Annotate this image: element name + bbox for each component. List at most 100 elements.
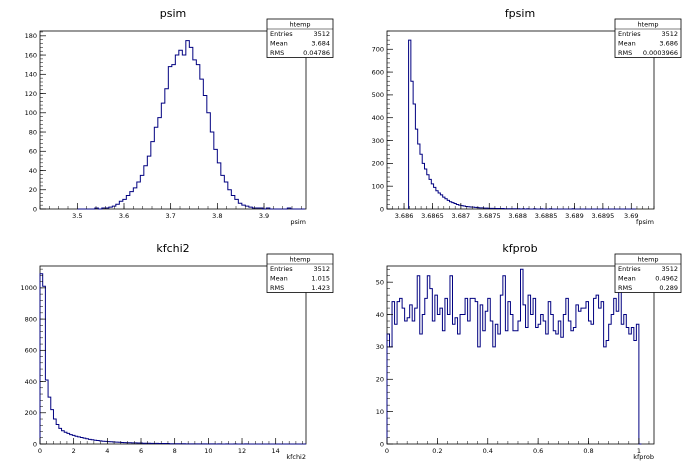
histogram-line	[386, 268, 642, 445]
y-tick-label: 600	[25, 347, 37, 355]
stats-key: Mean	[270, 40, 288, 48]
y-tick-label: 40	[376, 311, 384, 319]
stats-value: 1.015	[311, 275, 330, 283]
x-axis-label: fpsim	[636, 218, 654, 226]
y-tick-label: 600	[372, 68, 384, 76]
stats-key: RMS	[270, 284, 284, 292]
x-tick-label: 3.687	[452, 212, 471, 220]
histogram-line	[408, 39, 636, 210]
stats-value: 0.04786	[303, 49, 330, 57]
x-tick-label: 3.6865	[421, 212, 444, 220]
y-tick-label: 700	[372, 46, 384, 54]
x-tick-label: 2	[72, 447, 76, 455]
chart-panel-fpsim: fpsim 0 100 200 300 400 500 600 700 3.686 3.6865 3.…	[372, 7, 682, 226]
chart-panel-psim: psim 0 20 40 60 80 100 120 140 160 180 3.5 3.6 3.7 3.8…	[25, 7, 334, 226]
y-tick-label: 400	[25, 378, 37, 386]
y-tick-label: 40	[29, 167, 37, 175]
y-tick-label: 300	[372, 137, 384, 145]
x-tick-label: 4	[105, 447, 109, 455]
stats-box-frame	[266, 253, 334, 293]
y-tick-label: 20	[376, 376, 384, 384]
x-tick-label: 3.6	[119, 212, 129, 220]
stats-box-frame	[614, 18, 682, 58]
stats-value: 0.0003966	[643, 49, 678, 57]
x-tick-label: 0	[385, 447, 389, 455]
x-tick-label: 0.2	[432, 447, 442, 455]
y-tick-label: 80	[29, 128, 37, 136]
x-tick-label: 3.6895	[591, 212, 614, 220]
y-tick-label: 160	[25, 51, 37, 59]
stats-key: Entries	[270, 265, 293, 273]
y-tick-label: 0	[33, 440, 37, 448]
x-tick-label: 14	[272, 447, 280, 455]
y-tick-label: 200	[25, 409, 37, 417]
stats-value: 1.423	[311, 284, 330, 292]
y-tick-label: 400	[372, 114, 384, 122]
x-tick-label: 3.6875	[478, 212, 501, 220]
x-axis-label: psim	[290, 218, 306, 226]
x-tick-label: 3.688	[508, 212, 527, 220]
x-tick-label: 10	[204, 447, 212, 455]
y-tick-label: 140	[25, 71, 37, 79]
y-tick-label: 1000	[20, 284, 37, 292]
x-tick-label: 8	[173, 447, 177, 455]
y-tick-label: 180	[25, 32, 37, 40]
x-tick-label: 3.6885	[535, 212, 558, 220]
stats-header: htemp	[637, 21, 658, 29]
stats-box-frame	[266, 18, 334, 58]
stats-key: Mean	[618, 40, 636, 48]
x-tick-label: 12	[238, 447, 246, 455]
y-tick-label: 20	[29, 186, 37, 194]
stats-key: RMS	[618, 49, 632, 57]
chart-title: psim	[160, 7, 187, 20]
histogram-line	[39, 273, 306, 445]
chart-title: kfchi2	[156, 242, 189, 255]
chart-panel-kfchi2: kfchi2 0 200 400 600 800 1000 0 2 4 6 8 10 12 14 kfchi2…	[20, 242, 334, 461]
y-tick-label: 50	[376, 278, 384, 286]
x-tick-label: 3.7	[165, 212, 175, 220]
x-tick-label: 3.689	[565, 212, 584, 220]
stats-value: 3512	[313, 30, 330, 38]
y-tick-label: 60	[29, 148, 37, 156]
x-tick-label: 0	[38, 447, 42, 455]
x-tick-label: 3.8	[212, 212, 222, 220]
stats-key: Entries	[618, 265, 641, 273]
histogram-line	[77, 40, 305, 210]
x-tick-label: 6	[139, 447, 143, 455]
x-axis-label: kfchi2	[286, 453, 306, 461]
stats-header: htemp	[289, 256, 310, 264]
y-tick-label: 30	[376, 343, 384, 351]
y-tick-label: 0	[380, 440, 384, 448]
x-tick-label: 0.8	[583, 447, 593, 455]
stats-key: RMS	[618, 284, 632, 292]
stats-header: htemp	[289, 21, 310, 29]
y-tick-label: 500	[372, 91, 384, 99]
x-axis-label: kfprob	[633, 453, 654, 461]
stats-value: 3.684	[311, 40, 330, 48]
x-tick-label: 1	[637, 447, 641, 455]
y-tick-label: 100	[372, 182, 384, 190]
x-tick-label: 3.5	[72, 212, 82, 220]
stats-value: 3512	[661, 30, 678, 38]
y-tick-label: 120	[25, 90, 37, 98]
y-tick-label: 10	[376, 408, 384, 416]
x-tick-label: 0.4	[483, 447, 493, 455]
stats-value: 3.686	[659, 40, 678, 48]
stats-value: 3512	[661, 265, 678, 273]
y-tick-label: 100	[25, 109, 37, 117]
stats-key: Mean	[618, 275, 636, 283]
stats-value: 0.4962	[655, 275, 678, 283]
plot-frame	[39, 30, 307, 210]
chart-title: fpsim	[505, 7, 535, 20]
y-tick-label: 0	[33, 205, 37, 213]
y-tick-label: 200	[372, 160, 384, 168]
stats-key: RMS	[270, 49, 284, 57]
x-tick-label: 3.69	[624, 212, 638, 220]
stats-box-frame	[614, 253, 682, 293]
y-tick-label: 0	[380, 205, 384, 213]
